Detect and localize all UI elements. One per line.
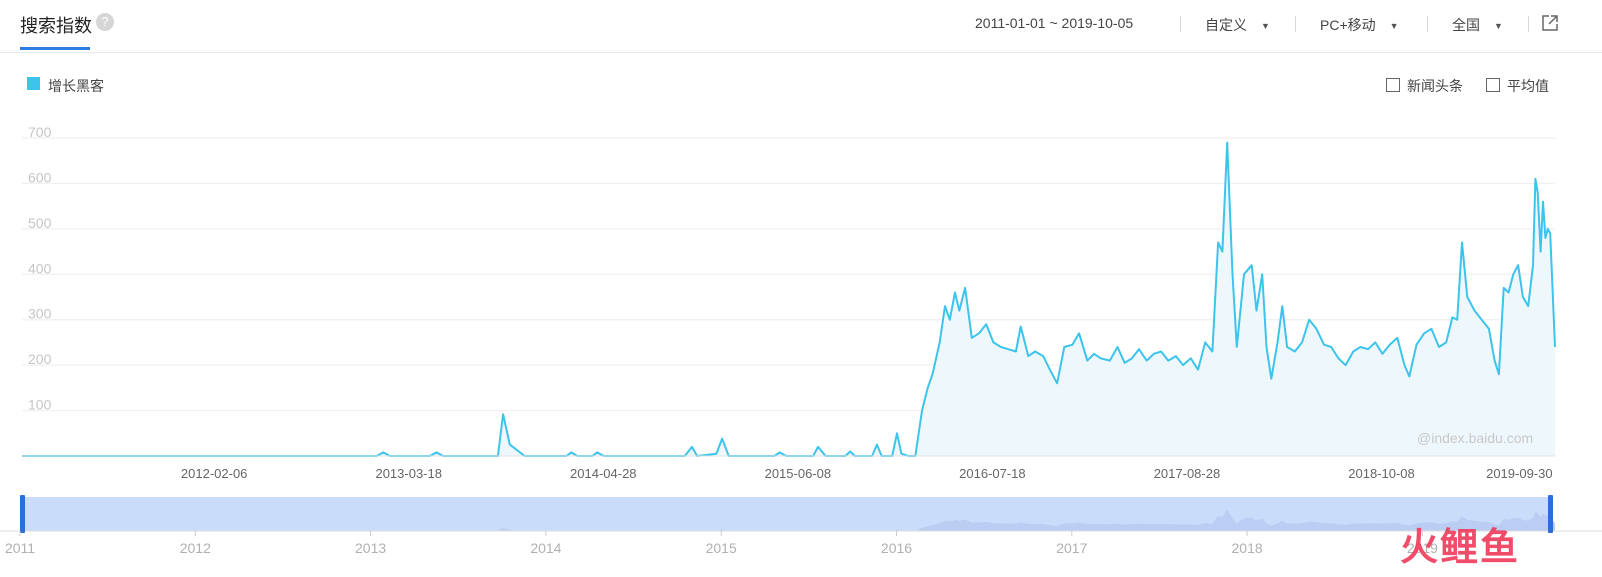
navigator-year-label: 2018 bbox=[1232, 540, 1263, 556]
period-select-value: 自定义 bbox=[1205, 17, 1247, 33]
y-tick-label: 300 bbox=[28, 306, 52, 322]
y-tick-label: 500 bbox=[28, 215, 52, 231]
series-line bbox=[22, 141, 1556, 457]
watermark-text: @index.baidu.com bbox=[1417, 430, 1534, 446]
y-tick-label: 400 bbox=[28, 260, 52, 276]
navigator-year-label: 2012 bbox=[180, 540, 211, 556]
date-range-display[interactable]: 2011-01-01 ~ 2019-10-05 bbox=[975, 15, 1134, 31]
navigator-area bbox=[22, 509, 1555, 531]
average-checkbox[interactable] bbox=[1486, 78, 1500, 92]
legend-swatch bbox=[27, 77, 40, 90]
divider bbox=[1427, 16, 1428, 32]
x-tick-label: 2014-04-28 bbox=[570, 466, 637, 481]
device-select-value: PC+移动 bbox=[1320, 17, 1376, 33]
legend-series-label[interactable]: 增长黑客 bbox=[48, 78, 104, 94]
navigator-handle-right bbox=[1548, 495, 1553, 533]
navigator-year-label: 2011 bbox=[5, 540, 35, 556]
y-tick-label: 200 bbox=[28, 351, 52, 367]
navigator-handle-left bbox=[20, 495, 25, 533]
news-headline-label[interactable]: 新闻头条 bbox=[1407, 78, 1463, 94]
series-area bbox=[22, 142, 1555, 456]
device-select[interactable]: PC+移动 ▼ bbox=[1320, 15, 1399, 35]
navigator-year-label: 2015 bbox=[706, 540, 737, 556]
tab-search-index[interactable]: 搜索指数 bbox=[20, 16, 92, 36]
tab-active-indicator bbox=[20, 47, 90, 50]
divider bbox=[1295, 16, 1296, 32]
y-tick-label: 700 bbox=[28, 124, 52, 140]
news-headline-checkbox[interactable] bbox=[1386, 78, 1400, 92]
x-tick-label: 2012-02-06 bbox=[181, 466, 248, 481]
x-tick-label: 2016-07-18 bbox=[959, 466, 1026, 481]
external-link-icon[interactable] bbox=[1541, 14, 1559, 37]
x-tick-label: 2017-08-28 bbox=[1154, 466, 1221, 481]
question-circle-icon[interactable]: ? bbox=[96, 13, 114, 31]
y-tick-label: 600 bbox=[28, 169, 52, 185]
period-select[interactable]: 自定义 ▼ bbox=[1205, 15, 1270, 35]
navigator-year-label: 2014 bbox=[530, 540, 561, 556]
header-bar: 搜索指数 ? 2011-01-01 ~ 2019-10-05 自定义 ▼ PC+移… bbox=[0, 0, 1602, 53]
caret-down-icon: ▼ bbox=[1389, 21, 1399, 31]
navigator-year-label: 2016 bbox=[881, 540, 912, 556]
navigator-year-label: 2019 bbox=[1407, 540, 1438, 556]
region-select[interactable]: 全国 ▼ bbox=[1452, 15, 1503, 35]
x-tick-label: 2015-06-08 bbox=[765, 466, 832, 481]
divider bbox=[1180, 16, 1181, 32]
navigator-year-label: 2013 bbox=[355, 540, 386, 556]
caret-down-icon: ▼ bbox=[1494, 21, 1503, 31]
x-tick-label: 2013-03-18 bbox=[375, 466, 442, 481]
y-tick-label: 100 bbox=[28, 397, 52, 413]
average-label[interactable]: 平均值 bbox=[1507, 78, 1549, 94]
brand-logo: 火鲤鱼 bbox=[1400, 525, 1521, 569]
x-tick-label: 2018-10-08 bbox=[1348, 466, 1415, 481]
x-tick-label: 2019-09-30 bbox=[1486, 466, 1553, 481]
navigator-year-label: 2017 bbox=[1056, 540, 1087, 556]
caret-down-icon: ▼ bbox=[1261, 21, 1270, 31]
region-select-value: 全国 bbox=[1452, 17, 1480, 33]
divider bbox=[1528, 16, 1529, 32]
